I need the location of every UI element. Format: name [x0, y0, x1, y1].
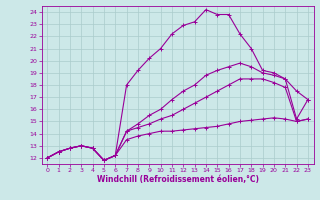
X-axis label: Windchill (Refroidissement éolien,°C): Windchill (Refroidissement éolien,°C): [97, 175, 259, 184]
